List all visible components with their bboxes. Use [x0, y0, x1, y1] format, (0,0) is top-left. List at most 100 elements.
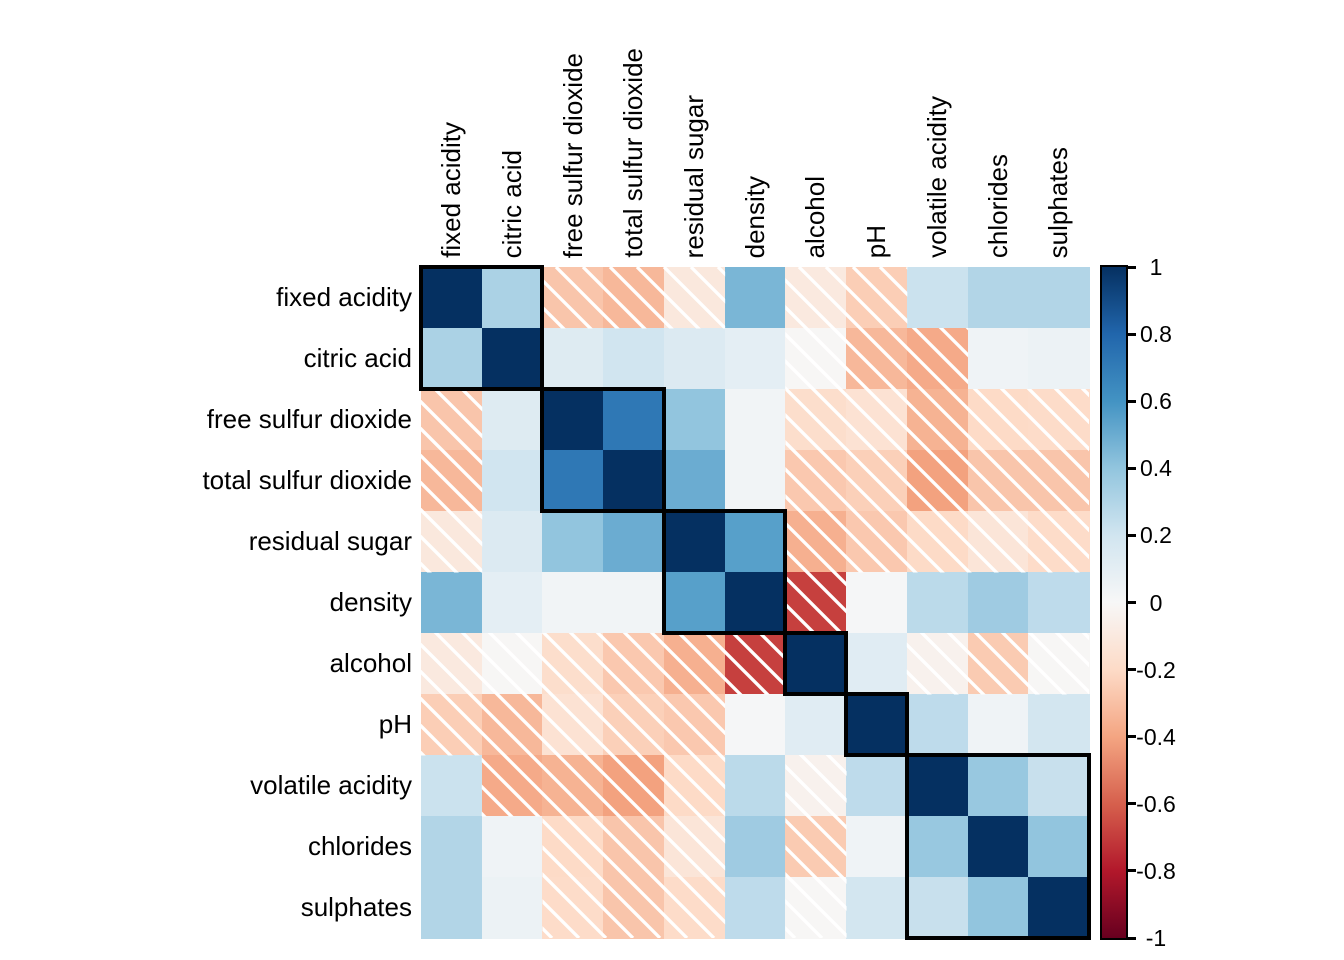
matrix-cell: [542, 389, 604, 451]
matrix-cell: [663, 694, 726, 756]
matrix-cell: [603, 694, 665, 756]
colorbar-tick-label: 0.4: [1140, 455, 1172, 482]
column-label: citric acid: [496, 149, 527, 258]
colorbar-tick: [1128, 802, 1136, 806]
matrix-cell: [421, 816, 483, 878]
matrix-cell: [906, 389, 969, 451]
matrix-cell: [421, 694, 483, 756]
matrix-cell: [1028, 267, 1090, 329]
matrix-cell: [906, 328, 969, 390]
matrix-cell: [663, 267, 726, 329]
matrix-cell: [603, 450, 665, 512]
matrix-cell: [1028, 389, 1090, 451]
row-label: pH: [378, 709, 412, 739]
matrix-cell: [421, 877, 483, 939]
column-label: volatile acidity: [921, 96, 952, 258]
matrix-cell: [906, 450, 969, 512]
matrix-cell: [906, 877, 969, 939]
colorbar-tick-label: -0.4: [1136, 723, 1176, 750]
matrix-cell: [481, 755, 544, 817]
colorbar-tick: [1128, 869, 1136, 873]
matrix-cell: [846, 511, 908, 573]
matrix-cell: [785, 267, 847, 329]
matrix-cell: [785, 816, 847, 878]
matrix-cell: [846, 694, 908, 756]
colorbar-tick: [1128, 399, 1136, 403]
colorbar-tick-label: -0.8: [1136, 857, 1176, 884]
column-label: alcohol: [800, 175, 831, 258]
matrix-cell: [663, 389, 726, 451]
matrix-cell: [421, 572, 483, 634]
matrix-cell: [663, 450, 726, 512]
matrix-cell: [663, 572, 726, 634]
matrix-cell: [785, 328, 847, 390]
row-label: citric acid: [303, 343, 412, 373]
column-label: sulphates: [1043, 146, 1074, 258]
matrix-cell: [481, 816, 544, 878]
matrix-cell: [967, 389, 1029, 451]
row-label: total sulfur dioxide: [202, 465, 412, 495]
matrix-cell: [421, 450, 483, 512]
matrix-cell: [724, 816, 787, 878]
colorbar-tick: [1128, 936, 1136, 940]
matrix-cell: [1028, 694, 1090, 756]
matrix-cell: [785, 877, 847, 939]
matrix-cell: [481, 389, 544, 451]
matrix-cell: [846, 267, 908, 329]
matrix-cell: [1028, 450, 1090, 512]
matrix-cell: [967, 511, 1029, 573]
matrix-cell: [542, 877, 604, 939]
matrix-cell: [1028, 816, 1090, 878]
matrix-cell: [542, 755, 604, 817]
row-label: free sulfur dioxide: [206, 404, 412, 434]
matrix-cell: [846, 572, 908, 634]
matrix-cell: [421, 633, 483, 695]
matrix-cell: [421, 328, 483, 390]
column-label: fixed acidity: [436, 122, 467, 258]
colorbar-tick: [1128, 668, 1136, 672]
row-label: alcohol: [329, 648, 412, 678]
colorbar-tick: [1128, 332, 1136, 336]
matrix-cell: [724, 328, 787, 390]
matrix-cell: [481, 328, 544, 390]
matrix-cell: [421, 267, 483, 329]
matrix-cell: [542, 694, 604, 756]
matrix-cell: [967, 267, 1029, 329]
column-label: residual sugar: [678, 94, 709, 258]
colorbar-tick-label: -0.6: [1136, 790, 1176, 817]
colorbar-tick-label: -0.2: [1136, 656, 1176, 683]
matrix-cell: [542, 633, 604, 695]
colorbar-tick-label: 0.8: [1140, 321, 1172, 348]
matrix-cell: [724, 450, 787, 512]
matrix-cell: [906, 633, 969, 695]
matrix-cell: [724, 267, 787, 329]
matrix-cell: [542, 267, 604, 329]
matrix-cell: [724, 511, 787, 573]
matrix-cell: [603, 816, 665, 878]
matrix-cell: [481, 572, 544, 634]
matrix-cell: [663, 755, 726, 817]
colorbar-tick-label: 0: [1149, 589, 1163, 616]
matrix-cell: [481, 267, 544, 329]
matrix-cell: [785, 633, 847, 695]
matrix-cell: [603, 572, 665, 634]
matrix-cell: [846, 877, 908, 939]
colorbar-tick: [1128, 466, 1136, 470]
matrix-cell: [967, 877, 1029, 939]
column-label: free sulfur dioxide: [557, 52, 588, 258]
matrix-grid: [419, 265, 1091, 940]
colorbar-tick: [1128, 265, 1136, 269]
colorbar-tick: [1128, 601, 1136, 604]
matrix-cell: [785, 389, 847, 451]
matrix-cell: [542, 450, 604, 512]
matrix-cell: [542, 816, 604, 878]
colorbar-tick-label: -1: [1145, 925, 1167, 951]
matrix-cell: [846, 816, 908, 878]
matrix-cell: [421, 389, 483, 451]
matrix-cell: [906, 572, 969, 634]
matrix-cell: [846, 633, 908, 695]
matrix-cell: [1028, 633, 1090, 695]
matrix-cell: [1028, 572, 1090, 634]
column-label: density: [739, 175, 770, 258]
